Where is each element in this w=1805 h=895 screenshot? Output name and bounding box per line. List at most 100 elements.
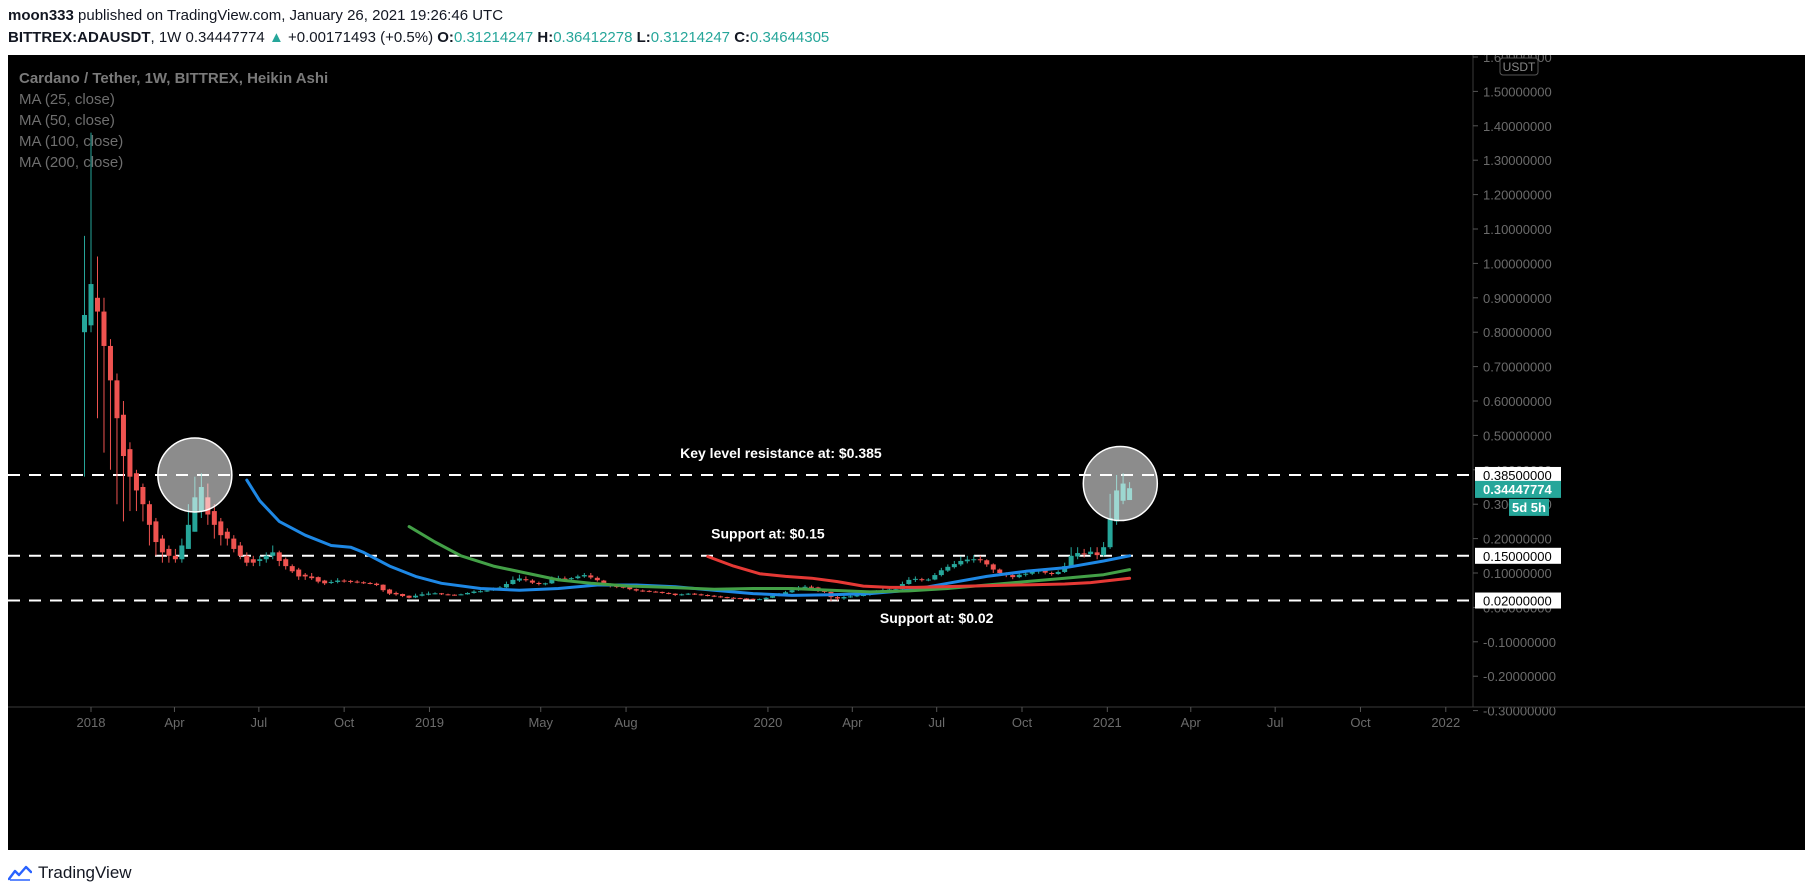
candle-body [185, 524, 191, 549]
candle-body [94, 297, 100, 312]
author-name[interactable]: moon333 [8, 7, 74, 24]
candle-body [516, 578, 522, 581]
price-tick-label: 0.50000000 [1483, 428, 1552, 443]
candle-body [958, 560, 964, 565]
current-price-tag [1475, 480, 1561, 498]
candle-body [1029, 571, 1035, 574]
candle-body [594, 577, 600, 581]
level-price-tag [1475, 547, 1561, 564]
candle-body [997, 569, 1003, 573]
candle-body [711, 595, 717, 597]
candle-body [977, 559, 983, 561]
candle-body [581, 575, 587, 577]
candle-body [484, 590, 490, 592]
candle-body [159, 538, 165, 553]
candle-body [302, 574, 308, 577]
time-tick-label: 2022 [1431, 715, 1460, 730]
candle-body [568, 578, 574, 580]
low-value: 0.31214247 [650, 29, 731, 46]
candle-body [672, 593, 678, 596]
level-price-tag [1475, 466, 1561, 483]
candle-body [510, 579, 516, 585]
legend-ma100[interactable]: MA (100, close) [19, 133, 124, 150]
candle-body [400, 593, 406, 597]
time-tick-label: Aug [614, 715, 637, 730]
candle-body [737, 598, 743, 600]
candle-body [951, 564, 957, 568]
price-tick-label: 0.10000000 [1483, 566, 1552, 581]
countdown-label: 5d 5h [1512, 500, 1546, 515]
candle-body [341, 580, 347, 582]
candle-body [1042, 570, 1048, 573]
candle-body [536, 582, 542, 585]
currency-box [1499, 57, 1539, 76]
candle-body [439, 593, 445, 595]
high-label: H: [537, 29, 554, 46]
candle-body [464, 592, 470, 595]
open-label: O: [437, 29, 454, 46]
candle-body [925, 579, 931, 581]
time-tick-label: 2020 [753, 715, 782, 730]
candle-body [860, 595, 866, 597]
close-label: C: [734, 29, 751, 46]
candle-body [250, 559, 256, 563]
time-tick-label: Jul [1267, 715, 1284, 730]
candle-body [101, 311, 107, 346]
publish-info: moon333 published on TradingView.com, Ja… [8, 7, 503, 25]
time-tick-label: Apr [1181, 715, 1202, 730]
candle-body [802, 586, 808, 588]
level-price-tag [1475, 592, 1561, 609]
chart-legend: Cardano / Tether, 1W, BITTREX, Heikin As… [19, 68, 328, 173]
candle-body [192, 497, 198, 532]
candle-body [283, 559, 289, 567]
price-tick-label: 1.00000000 [1483, 256, 1552, 271]
tradingview-logo-icon[interactable] [8, 865, 32, 881]
candle-body [893, 589, 899, 591]
candle-body [322, 580, 328, 584]
candle-body [932, 575, 938, 580]
candle-body [127, 449, 133, 477]
candle-body [698, 594, 704, 596]
legend-ma25[interactable]: MA (25, close) [19, 91, 115, 108]
candle-body [601, 580, 607, 585]
candle-body [1016, 574, 1022, 578]
candle-body [1055, 571, 1061, 575]
candle-body [809, 586, 815, 588]
candle-body [276, 552, 282, 561]
candle-body [179, 545, 185, 560]
candle-body [114, 380, 120, 419]
candle-body [627, 587, 633, 590]
candle-body [257, 559, 263, 561]
footer-brand[interactable]: TradingView [38, 863, 132, 882]
ma-line-1 [245, 478, 1132, 597]
price-tick-label: 1.10000000 [1483, 222, 1552, 237]
highlight-circle [157, 437, 233, 513]
ma-line-2 [407, 525, 1132, 594]
candle-body [348, 580, 354, 582]
candle-body [432, 593, 438, 595]
candle-body [854, 595, 860, 597]
candle-body [549, 579, 555, 584]
candle-body [172, 555, 178, 560]
time-tick-label: Apr [164, 715, 185, 730]
interval: 1W [158, 29, 182, 46]
price-chart[interactable]: Key level resistance at: $0.385 Support a… [8, 55, 1805, 850]
candle-body [640, 590, 646, 592]
candle-body [990, 564, 996, 570]
price-tick-label: 1.40000000 [1483, 119, 1552, 134]
time-tick-label: 2018 [77, 715, 106, 730]
candle-body [906, 579, 912, 585]
candle-body [731, 597, 737, 599]
candle-body [406, 595, 412, 598]
candle-body [211, 511, 217, 525]
current-price-label: 0.34447774 [1483, 482, 1552, 497]
legend-title[interactable]: Cardano / Tether, 1W, BITTREX, Heikin As… [19, 70, 329, 87]
legend-ma200[interactable]: MA (200, close) [19, 154, 124, 171]
candle-body [309, 576, 315, 579]
candle-body [588, 575, 594, 578]
candle-body [120, 414, 126, 457]
legend-ma50[interactable]: MA (50, close) [19, 112, 115, 129]
chart-frame[interactable]: Key level resistance at: $0.385 Support a… [8, 55, 1805, 850]
candle-body [387, 589, 393, 594]
candle-body [374, 583, 380, 586]
